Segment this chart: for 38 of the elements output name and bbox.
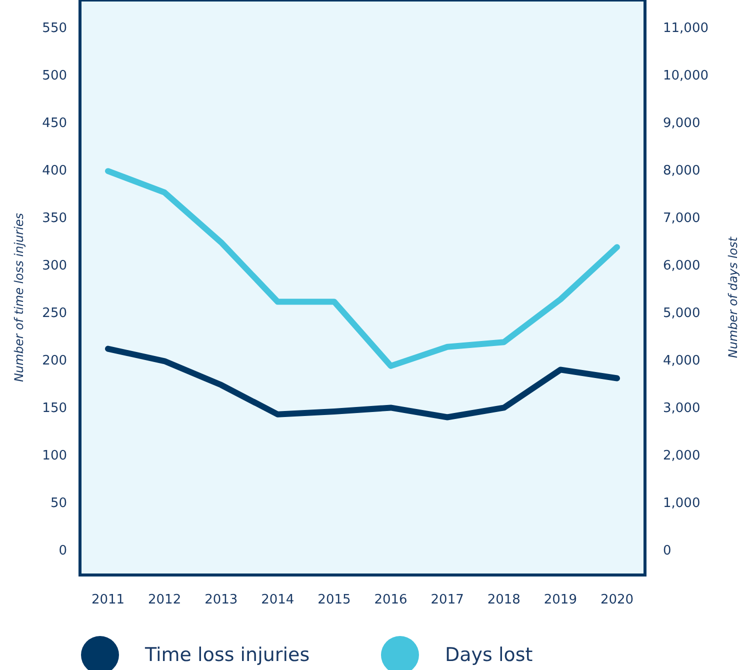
legend-label: Days lost <box>445 644 533 666</box>
y-tick-label: 500 <box>42 68 67 84</box>
y-tick-label: 350 <box>42 211 67 226</box>
y2-tick-label: 2,000 <box>663 448 700 464</box>
y-tick-label: 550 <box>42 21 67 36</box>
y2-tick-label: 7,000 <box>663 211 700 226</box>
x-tick-label: 2014 <box>261 592 294 608</box>
y-tick-label: 100 <box>42 448 67 464</box>
y2-tick-label: 10,000 <box>663 68 708 84</box>
x-tick-label: 2013 <box>204 592 238 608</box>
y-tick-label: 50 <box>50 496 67 512</box>
x-tick-label: 2015 <box>318 592 351 608</box>
x-tick-label: 2016 <box>374 592 408 608</box>
y2-tick-label: 3,000 <box>663 401 700 416</box>
x-tick-label: 2018 <box>487 592 520 608</box>
y2-tick-label: 6,000 <box>663 258 700 274</box>
y2-tick-label: 1,000 <box>663 496 700 512</box>
y-tick-label: 250 <box>42 306 67 322</box>
x-tick-label: 2011 <box>91 592 125 608</box>
y-tick-label: 150 <box>42 401 67 416</box>
legend-label: Time loss injuries <box>144 644 310 666</box>
x-tick-label: 2019 <box>544 592 577 608</box>
y-tick-label: 300 <box>42 258 67 274</box>
y-tick-label: 450 <box>42 116 67 132</box>
y-tick-label: 0 <box>58 544 67 559</box>
x-tick-label: 2017 <box>430 592 464 608</box>
y2-tick-label: 11,000 <box>663 21 708 36</box>
y-tick-label: 400 <box>42 164 67 179</box>
y-axis-title: Number of time loss injuries <box>12 212 26 382</box>
y-tick-label: 200 <box>42 354 67 369</box>
y2-tick-label: 5,000 <box>663 306 700 322</box>
y2-tick-label: 0 <box>663 544 672 559</box>
y2-tick-label: 8,000 <box>663 164 700 179</box>
x-tick-label: 2012 <box>148 592 182 608</box>
y2-axis-title: Number of days lost <box>726 236 740 358</box>
y2-tick-label: 9,000 <box>663 116 700 132</box>
x-tick-label: 2020 <box>600 592 634 608</box>
y2-tick-label: 4,000 <box>663 354 700 369</box>
